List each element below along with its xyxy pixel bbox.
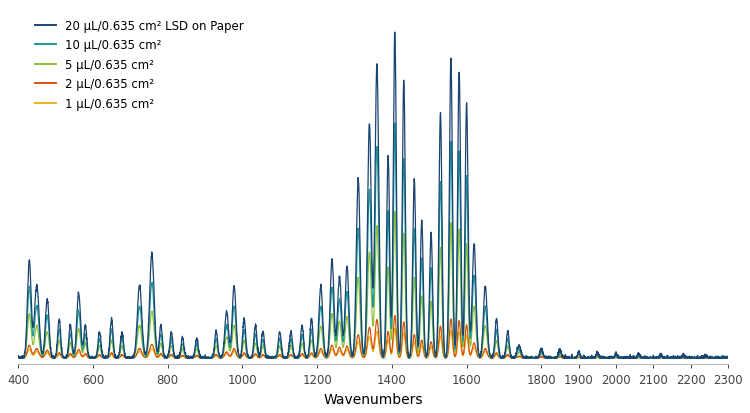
1 μL/0.635 cm²	[14, 356, 23, 361]
20 μL/0.635 cm² LSD on Paper	[13, 354, 22, 359]
1 μL/0.635 cm²	[724, 356, 733, 361]
20 μL/0.635 cm² LSD on Paper	[667, 356, 676, 361]
5 μL/0.635 cm²	[312, 354, 321, 358]
1 μL/0.635 cm²	[13, 356, 22, 361]
5 μL/0.635 cm²	[530, 356, 538, 361]
Line: 2 μL/0.635 cm²: 2 μL/0.635 cm²	[18, 316, 728, 358]
2 μL/0.635 cm²	[702, 355, 711, 360]
5 μL/0.635 cm²	[318, 332, 327, 337]
2 μL/0.635 cm²	[351, 347, 360, 352]
1 μL/0.635 cm²	[312, 355, 321, 360]
1 μL/0.635 cm²	[351, 349, 360, 354]
10 μL/0.635 cm²	[702, 354, 711, 359]
20 μL/0.635 cm² LSD on Paper	[318, 303, 327, 308]
10 μL/0.635 cm²	[318, 318, 327, 323]
20 μL/0.635 cm² LSD on Paper	[724, 356, 733, 361]
Line: 10 μL/0.635 cm²: 10 μL/0.635 cm²	[18, 124, 728, 358]
5 μL/0.635 cm²	[390, 209, 399, 214]
5 μL/0.635 cm²	[702, 355, 711, 360]
20 μL/0.635 cm² LSD on Paper	[312, 349, 321, 354]
20 μL/0.635 cm² LSD on Paper	[391, 31, 400, 36]
20 μL/0.635 cm² LSD on Paper	[530, 356, 538, 361]
2 μL/0.635 cm²	[312, 355, 321, 360]
20 μL/0.635 cm² LSD on Paper	[351, 285, 360, 290]
2 μL/0.635 cm²	[317, 348, 326, 353]
5 μL/0.635 cm²	[13, 355, 22, 360]
5 μL/0.635 cm²	[14, 356, 23, 361]
Line: 1 μL/0.635 cm²: 1 μL/0.635 cm²	[18, 329, 728, 358]
2 μL/0.635 cm²	[13, 356, 22, 361]
1 μL/0.635 cm²	[702, 356, 711, 361]
10 μL/0.635 cm²	[13, 356, 22, 361]
5 μL/0.635 cm²	[351, 324, 360, 329]
10 μL/0.635 cm²	[312, 351, 321, 356]
10 μL/0.635 cm²	[13, 354, 22, 359]
2 μL/0.635 cm²	[530, 356, 538, 361]
1 μL/0.635 cm²	[390, 326, 399, 331]
10 μL/0.635 cm²	[351, 304, 360, 309]
2 μL/0.635 cm²	[667, 356, 676, 361]
Line: 5 μL/0.635 cm²: 5 μL/0.635 cm²	[18, 212, 728, 358]
2 μL/0.635 cm²	[390, 313, 399, 318]
1 μL/0.635 cm²	[530, 356, 538, 361]
10 μL/0.635 cm²	[391, 121, 400, 126]
10 μL/0.635 cm²	[724, 355, 733, 360]
10 μL/0.635 cm²	[667, 354, 676, 359]
Legend: 20 μL/0.635 cm² LSD on Paper, 10 μL/0.635 cm², 5 μL/0.635 cm², 2 μL/0.635 cm², 1: 20 μL/0.635 cm² LSD on Paper, 10 μL/0.63…	[31, 17, 248, 114]
5 μL/0.635 cm²	[724, 356, 733, 361]
X-axis label: Wavenumbers: Wavenumbers	[323, 392, 423, 406]
1 μL/0.635 cm²	[667, 356, 676, 361]
1 μL/0.635 cm²	[318, 351, 327, 356]
5 μL/0.635 cm²	[667, 356, 676, 361]
20 μL/0.635 cm² LSD on Paper	[702, 352, 711, 357]
10 μL/0.635 cm²	[530, 356, 538, 361]
Line: 20 μL/0.635 cm² LSD on Paper: 20 μL/0.635 cm² LSD on Paper	[18, 33, 728, 358]
20 μL/0.635 cm² LSD on Paper	[14, 356, 23, 361]
2 μL/0.635 cm²	[724, 356, 733, 361]
